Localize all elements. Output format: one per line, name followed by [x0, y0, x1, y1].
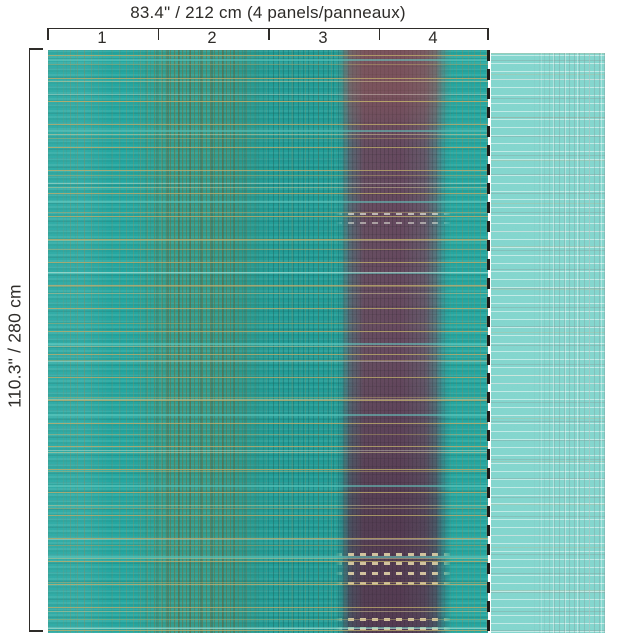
top-dimension-bracket [47, 28, 489, 41]
width-dimension-label: 83.4" / 212 cm (4 panels/panneaux) [130, 3, 406, 22]
panel-number-3: 3 [318, 29, 328, 47]
grain-noise-overlay [491, 53, 605, 633]
panel-boundary-tick [157, 29, 160, 40]
left-dimension-bracket [29, 48, 44, 632]
panel-cut-dashed-line [487, 50, 490, 633]
wallpaper-artwork [48, 50, 488, 633]
height-bottom-tick [30, 630, 43, 632]
height-top-tick [30, 48, 43, 50]
panel-number-2: 2 [207, 29, 217, 47]
panel-boundary-tick [378, 29, 381, 40]
wallpaper-repeat-panel-faded [491, 53, 605, 633]
height-dimension-label: 110.3" / 280 cm [4, 284, 25, 408]
panel-number-1: 1 [97, 29, 107, 47]
panel-boundary-tick [47, 29, 49, 40]
panel-number-4: 4 [428, 29, 438, 47]
panel-boundary-tick [487, 29, 489, 40]
panel-boundary-tick [268, 29, 270, 40]
grain-noise-overlay [48, 50, 488, 633]
